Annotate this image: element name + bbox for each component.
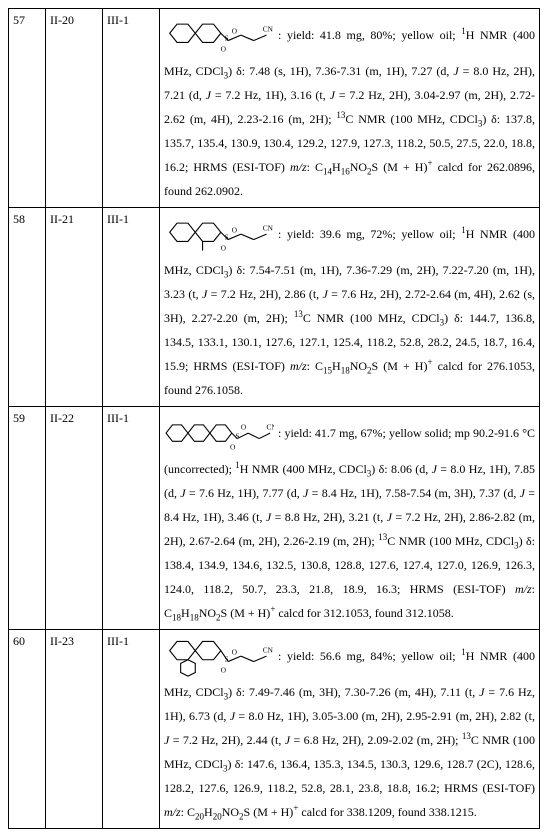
characterization-text: OOSCN: yield: 41.7 mg, 67%; yellow solid… xyxy=(164,411,535,625)
characterization-text: OOSCN: yield: 41.8 mg, 80%; yellow oil; … xyxy=(164,13,535,203)
svg-text:CN: CN xyxy=(263,645,274,654)
svg-text:S: S xyxy=(224,34,228,43)
compound-a: II-21 xyxy=(46,208,103,407)
compound-b: III-1 xyxy=(103,208,160,407)
compound-b: III-1 xyxy=(103,9,160,208)
svg-text:CN: CN xyxy=(263,223,274,232)
svg-text:S: S xyxy=(235,432,239,441)
svg-text:O: O xyxy=(221,45,226,54)
table-body: 57II-20III-1OOSCN: yield: 41.8 mg, 80%; … xyxy=(9,9,540,829)
svg-text:O: O xyxy=(232,26,237,35)
characterization-text: OOSCN: yield: 39.6 mg, 72%; yellow oil; … xyxy=(164,212,535,402)
svg-text:O: O xyxy=(221,666,226,675)
svg-text:O: O xyxy=(232,225,237,234)
structure-icon: OOSCN xyxy=(164,227,278,241)
structure-icon: OOSCN xyxy=(164,28,278,42)
svg-text:CN: CN xyxy=(263,24,274,33)
svg-text:O: O xyxy=(221,244,226,253)
row-number: 60 xyxy=(9,630,46,829)
structure-icon: OOSCN xyxy=(164,426,278,440)
row-number: 59 xyxy=(9,407,46,630)
characterization-cell: OOSCN: yield: 56.6 mg, 84%; yellow oil; … xyxy=(160,630,540,829)
svg-text:O: O xyxy=(241,422,246,431)
characterization-cell: OOSCN: yield: 39.6 mg, 72%; yellow oil; … xyxy=(160,208,540,407)
table-row: 58II-21III-1OOSCN: yield: 39.6 mg, 72%; … xyxy=(9,208,540,407)
svg-text:S: S xyxy=(224,655,228,664)
table-row: 57II-20III-1OOSCN: yield: 41.8 mg, 80%; … xyxy=(9,9,540,208)
characterization-text: OOSCN: yield: 56.6 mg, 84%; yellow oil; … xyxy=(164,634,535,824)
compound-b: III-1 xyxy=(103,407,160,630)
svg-text:O: O xyxy=(230,443,235,452)
table-row: 60II-23III-1OOSCN: yield: 56.6 mg, 84%; … xyxy=(9,630,540,829)
row-number: 58 xyxy=(9,208,46,407)
characterization-cell: OOSCN: yield: 41.8 mg, 80%; yellow oil; … xyxy=(160,9,540,208)
compound-a: II-20 xyxy=(46,9,103,208)
compound-a: II-23 xyxy=(46,630,103,829)
compound-b: III-1 xyxy=(103,630,160,829)
characterization-cell: OOSCN: yield: 41.7 mg, 67%; yellow solid… xyxy=(160,407,540,630)
compound-table: 57II-20III-1OOSCN: yield: 41.8 mg, 80%; … xyxy=(8,8,540,829)
row-number: 57 xyxy=(9,9,46,208)
table-row: 59II-22III-1OOSCN: yield: 41.7 mg, 67%; … xyxy=(9,407,540,630)
svg-text:O: O xyxy=(232,647,237,656)
compound-a: II-22 xyxy=(46,407,103,630)
svg-text:S: S xyxy=(224,233,228,242)
svg-text:CN: CN xyxy=(266,422,274,431)
structure-icon: OOSCN xyxy=(164,649,278,663)
